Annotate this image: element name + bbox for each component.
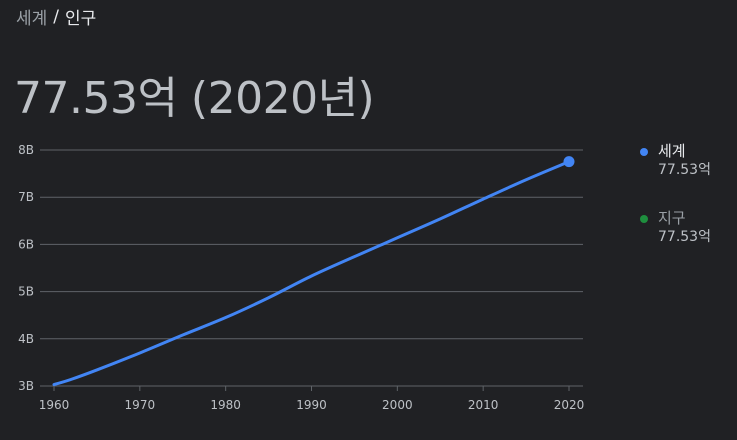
chart-legend: 세계 77.53억 지구 77.53억 xyxy=(640,142,732,276)
legend-item-world[interactable]: 세계 77.53억 xyxy=(640,142,732,179)
chart-series xyxy=(52,156,575,387)
legend-value-earth: 77.53억 xyxy=(658,229,711,245)
legend-name-world: 세계 xyxy=(658,142,686,160)
y-tick-label: 8B xyxy=(18,143,34,157)
legend-item-earth[interactable]: 지구 77.53억 xyxy=(640,209,732,246)
population-headline: 77.53억 (2020년) xyxy=(14,73,375,124)
y-tick-label: 6B xyxy=(18,237,34,251)
x-tick-label: 1970 xyxy=(125,398,156,412)
legend-dot-world xyxy=(640,148,648,156)
y-tick-label: 5B xyxy=(18,285,34,299)
x-tick-label: 2020 xyxy=(554,398,585,412)
x-tick-label: 1990 xyxy=(296,398,327,412)
breadcrumb-separator: / xyxy=(53,6,60,27)
breadcrumb-link-world[interactable]: 세계 xyxy=(16,9,48,29)
chart-x-tick-labels: 1960 1970 1980 1990 2000 2010 2020 xyxy=(39,398,585,412)
x-tick-label: 2000 xyxy=(382,398,413,412)
x-tick-label: 2010 xyxy=(468,398,499,412)
legend-value-world: 77.53억 xyxy=(658,162,711,178)
legend-name-earth: 지구 xyxy=(658,209,686,227)
legend-dot-earth xyxy=(640,215,648,223)
y-tick-label: 3B xyxy=(18,379,34,393)
y-tick-label: 4B xyxy=(18,332,34,346)
y-tick-label: 7B xyxy=(18,190,34,204)
chart-y-tick-labels: 3B 4B 5B 6B 7B 8B xyxy=(18,143,34,393)
series-line-world[interactable] xyxy=(52,160,571,387)
breadcrumb: 세계 / 인구 xyxy=(16,4,97,30)
latest-data-point[interactable] xyxy=(563,156,575,168)
x-tick-label: 1960 xyxy=(39,398,70,412)
x-tick-label: 1980 xyxy=(210,398,241,412)
chart-gridlines xyxy=(40,149,583,391)
breadcrumb-current-population: 인구 xyxy=(65,9,97,29)
